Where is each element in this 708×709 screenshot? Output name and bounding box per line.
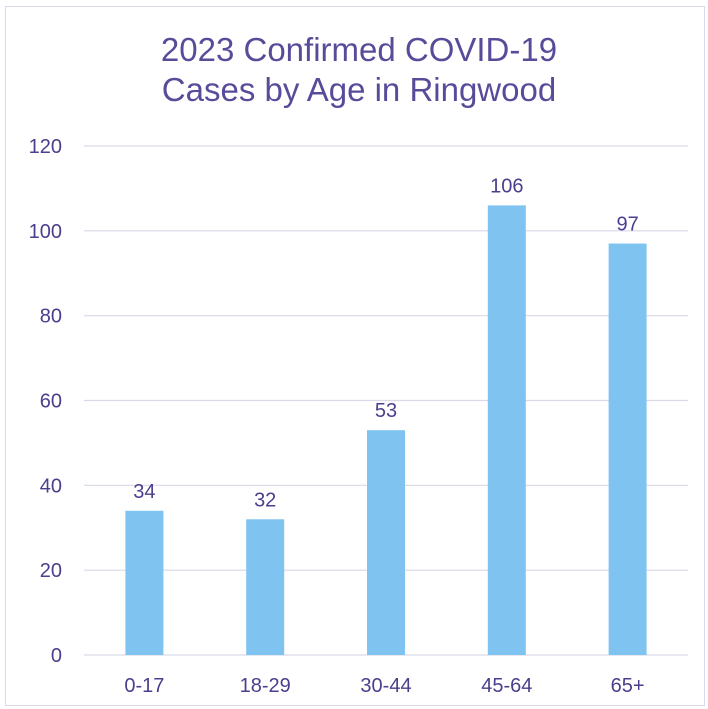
y-tick-label: 60 bbox=[40, 391, 62, 413]
y-tick-label: 20 bbox=[40, 560, 62, 582]
chart-title-line-2: Cases by Age in Ringwood bbox=[161, 71, 557, 108]
bar-65+ bbox=[608, 243, 647, 655]
x-tick-label-65+: 65+ bbox=[611, 675, 645, 697]
y-tick-label: 0 bbox=[51, 645, 62, 667]
chart-title-line-1: 2023 Confirmed COVID-19 bbox=[160, 31, 558, 68]
chart-title: 2023 Confirmed COVID-19 Cases by Age in … bbox=[0, 30, 708, 110]
y-tick-label: 120 bbox=[29, 136, 62, 158]
data-label-65+: 97 bbox=[616, 214, 638, 236]
bar-0-17 bbox=[125, 510, 164, 655]
bar-30-44 bbox=[367, 430, 405, 655]
data-label-45-64: 106 bbox=[490, 175, 523, 197]
x-tick-label-18-29: 18-29 bbox=[240, 675, 291, 697]
y-tick-label: 80 bbox=[40, 306, 62, 328]
y-axis-ticks: 0 20 40 60 80 100 120 bbox=[29, 136, 62, 667]
x-axis-ticks: 0-17 18-29 30-44 45-64 65+ bbox=[124, 675, 644, 697]
data-label-30-44: 53 bbox=[375, 400, 397, 422]
bar-45-64 bbox=[487, 205, 526, 655]
y-tick-label: 100 bbox=[29, 221, 62, 243]
x-tick-label-0-17: 0-17 bbox=[124, 675, 164, 697]
x-tick-label-30-44: 30-44 bbox=[360, 675, 411, 697]
chart-frame bbox=[5, 6, 705, 706]
y-tick-label: 40 bbox=[40, 475, 62, 497]
x-tick-label-45-64: 45-64 bbox=[481, 675, 532, 697]
bar-18-29 bbox=[246, 519, 285, 655]
data-label-18-29: 32 bbox=[254, 489, 276, 511]
data-labels: 34 32 53 106 97 bbox=[133, 175, 638, 511]
bars bbox=[125, 205, 647, 655]
data-label-0-17: 34 bbox=[133, 481, 155, 503]
